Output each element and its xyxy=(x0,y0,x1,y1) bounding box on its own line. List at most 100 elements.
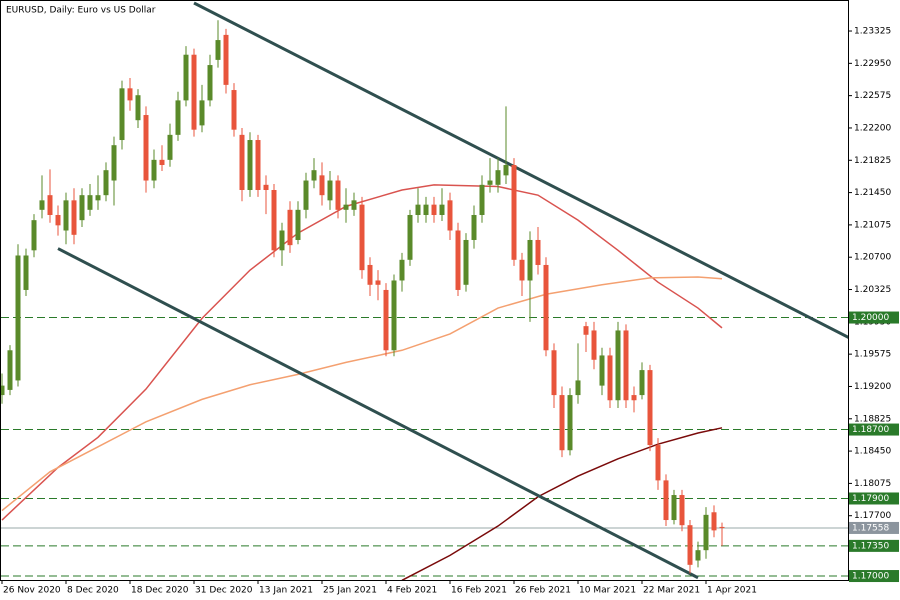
candle-body xyxy=(271,190,277,251)
x-tick-label: 13 Jan 2021 xyxy=(259,586,313,596)
x-tick-label: 18 Dec 2020 xyxy=(131,586,189,596)
level-label: 1.17350 xyxy=(852,541,889,551)
candle-body xyxy=(191,54,197,130)
level-label: 1.18700 xyxy=(852,425,889,435)
candle-body xyxy=(407,214,413,260)
candle-body xyxy=(135,95,141,121)
candle-body xyxy=(335,180,341,210)
y-tick-label: 1.18450 xyxy=(854,447,891,457)
candle-body xyxy=(431,204,437,215)
candle-body xyxy=(455,230,461,290)
candle-body xyxy=(287,209,293,246)
candle-body xyxy=(447,200,453,231)
trend-line xyxy=(193,1,848,339)
candle-body xyxy=(463,239,469,285)
candle-body xyxy=(711,512,717,531)
level-label-box xyxy=(849,492,899,505)
candle-body xyxy=(383,289,389,351)
moving-average xyxy=(1,184,723,521)
candle-body xyxy=(7,350,13,390)
level-label: 1.20000 xyxy=(852,313,889,323)
y-tick-label: 1.18825 xyxy=(854,414,891,424)
candle-body xyxy=(31,220,37,251)
level-label-box xyxy=(849,570,899,583)
y-tick-label: 1.23325 xyxy=(854,27,891,37)
candle-body xyxy=(79,195,85,221)
candle-body xyxy=(543,264,549,351)
x-tick-label: 26 Nov 2020 xyxy=(3,586,61,596)
candle-body xyxy=(1,385,5,396)
candle-body xyxy=(247,140,253,191)
candle-body xyxy=(23,255,29,290)
candle-body xyxy=(207,65,213,101)
candle-body xyxy=(279,230,285,251)
candle-body xyxy=(367,264,373,285)
candle-body xyxy=(103,170,109,196)
x-tick-label: 25 Jan 2021 xyxy=(323,586,377,596)
candle-body xyxy=(655,445,661,481)
candle-body xyxy=(671,495,677,521)
candle-body xyxy=(231,90,237,130)
candle-body xyxy=(255,140,261,191)
x-tick-label: 8 Dec 2020 xyxy=(67,586,119,596)
candle-body xyxy=(311,170,317,181)
level-label-box xyxy=(849,423,899,436)
y-tick-label: 1.22200 xyxy=(854,123,891,133)
y-tick-label: 1.17700 xyxy=(854,511,891,521)
x-tick-label: 31 Dec 2020 xyxy=(195,586,253,596)
candle-body xyxy=(719,526,725,528)
y-tick-label: 1.20700 xyxy=(854,253,891,263)
candle-body xyxy=(527,239,533,281)
x-tick-label: 1 Apr 2021 xyxy=(707,586,757,596)
candle-body xyxy=(535,239,541,265)
candle-body xyxy=(687,525,693,565)
candle-body xyxy=(63,200,69,231)
candle-body xyxy=(127,88,133,101)
candle-body xyxy=(591,330,597,360)
candle-body xyxy=(599,355,605,386)
candle-body xyxy=(415,204,421,215)
candle-body xyxy=(15,255,21,381)
candle-body xyxy=(695,550,701,561)
candle-body xyxy=(519,259,525,281)
candle-body xyxy=(391,280,397,351)
price-label-box xyxy=(849,521,899,534)
candle-body xyxy=(559,395,565,451)
level-label: 1.17000 xyxy=(852,572,889,582)
x-tick-label: 10 Mar 2021 xyxy=(579,586,636,596)
candle-body xyxy=(663,480,669,521)
y-tick-label: 1.22950 xyxy=(854,59,891,69)
candle-body xyxy=(167,134,173,160)
candle-body xyxy=(423,204,429,215)
moving-average xyxy=(401,427,723,580)
candle-body xyxy=(679,495,685,526)
candle-body xyxy=(303,180,309,210)
candle-body xyxy=(143,115,149,181)
candle-body xyxy=(703,514,709,551)
candle-body xyxy=(487,180,493,185)
chart-title: EURUSD, Daily: Euro vs US Dollar xyxy=(6,6,156,16)
candle-body xyxy=(351,200,357,210)
x-tick-label: 26 Feb 2021 xyxy=(515,586,571,596)
candle-body xyxy=(71,200,77,235)
candle-body xyxy=(647,370,653,446)
y-tick-label: 1.21450 xyxy=(854,188,891,198)
candle-body xyxy=(263,184,269,191)
candle-body xyxy=(375,280,381,285)
candle-body xyxy=(47,195,53,215)
candle-body xyxy=(479,184,485,215)
candle-body xyxy=(399,259,405,281)
candle-body xyxy=(295,209,301,240)
candle-body xyxy=(111,145,117,181)
level-label-box xyxy=(849,311,899,324)
price-label: 1.17558 xyxy=(852,523,889,533)
candle-body xyxy=(175,100,181,135)
trend-line xyxy=(57,247,699,580)
candle-body xyxy=(327,180,333,201)
candle-body xyxy=(359,204,365,271)
level-label: 1.17900 xyxy=(852,494,889,504)
x-tick-label: 4 Feb 2021 xyxy=(387,586,437,596)
plot-frame xyxy=(0,0,849,581)
candle-body xyxy=(607,355,613,401)
